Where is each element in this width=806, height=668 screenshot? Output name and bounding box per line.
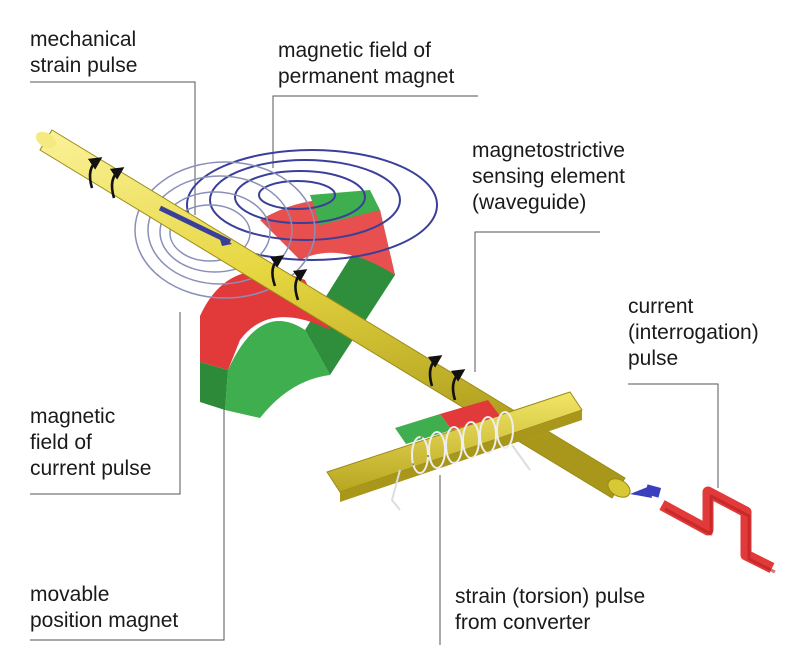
current-pulse-field-lines xyxy=(134,161,316,299)
label-field-permanent-magnet: magnetic field of permanent magnet xyxy=(278,39,455,88)
leader-lines xyxy=(30,81,719,645)
label-mechanical-strain-pulse: mechanical strain pulse xyxy=(30,28,138,77)
permanent-magnet-field-lines xyxy=(186,149,438,261)
strain-pulse-arrow-icon xyxy=(158,205,232,246)
label-current-pulse: current (interrogation) pulse xyxy=(628,295,759,370)
label-field-current-pulse: magnetic field of current pulse xyxy=(30,405,152,480)
label-position-magnet: movable position magnet xyxy=(30,583,179,632)
converter xyxy=(326,391,583,511)
label-strain-pulse-converter: strain (torsion) pulse from converter xyxy=(455,585,646,634)
label-sensing-element: magnetostrictive sensing element (wavegu… xyxy=(472,139,625,214)
pulse-direction-arrow-icon xyxy=(630,484,662,498)
circular-arrow-icon xyxy=(87,157,466,401)
current-pulse-waveform-icon xyxy=(659,486,776,574)
